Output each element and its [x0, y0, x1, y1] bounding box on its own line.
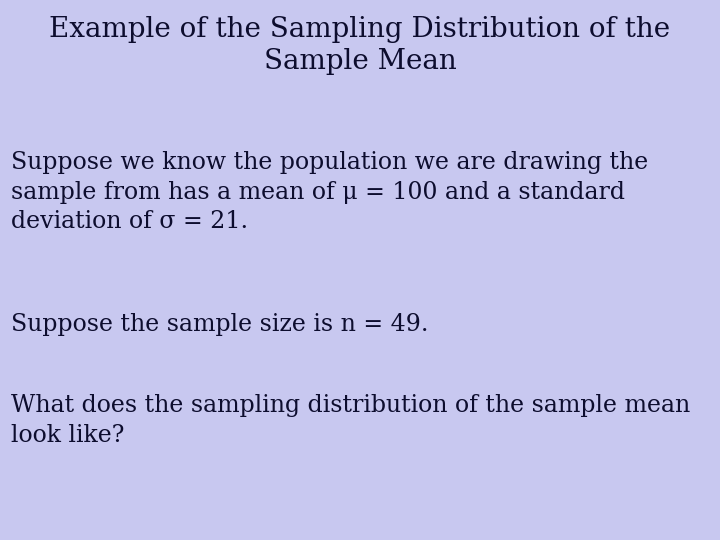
Text: Suppose we know the population we are drawing the
sample from has a mean of μ = : Suppose we know the population we are dr… [11, 151, 648, 233]
Text: Suppose the sample size is n = 49.: Suppose the sample size is n = 49. [11, 313, 428, 336]
Text: What does the sampling distribution of the sample mean
look like?: What does the sampling distribution of t… [11, 394, 690, 447]
Text: Example of the Sampling Distribution of the
Sample Mean: Example of the Sampling Distribution of … [50, 16, 670, 76]
